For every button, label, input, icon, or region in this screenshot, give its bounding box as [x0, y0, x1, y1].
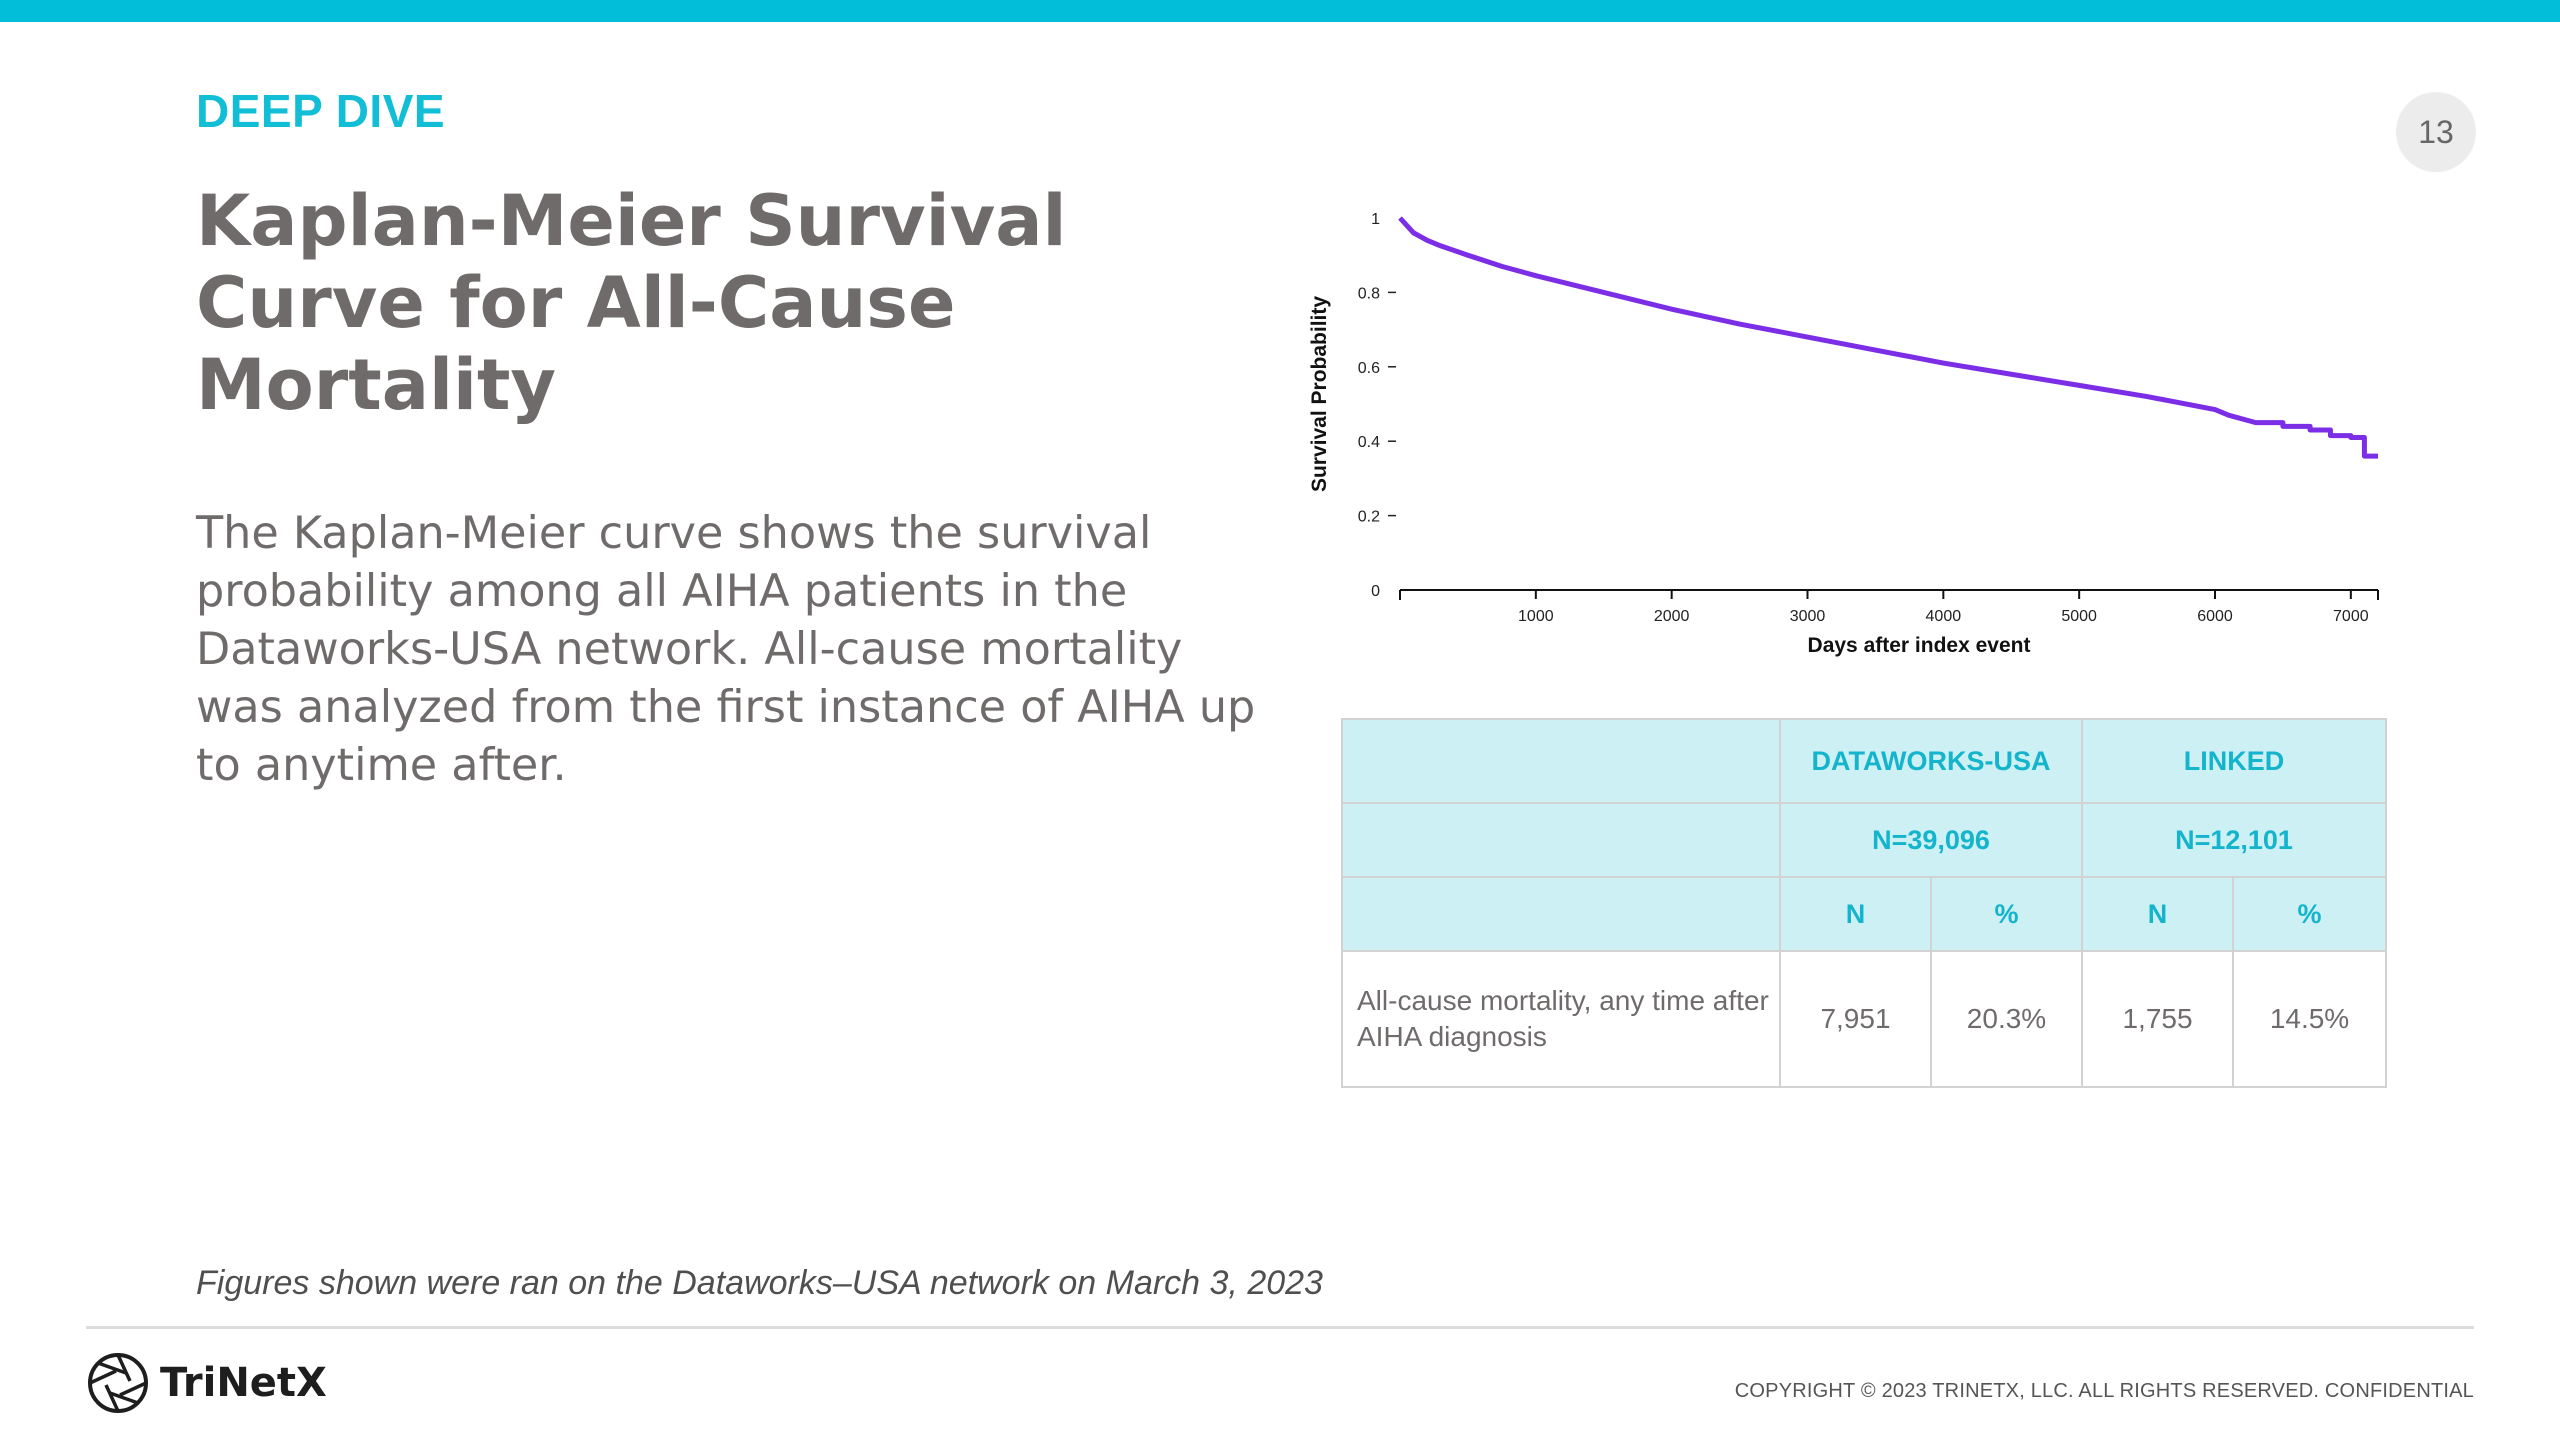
chart-axes [1399, 589, 2379, 600]
x-axis-label: Days after index event [1808, 634, 2031, 657]
survival-curve-line [1398, 216, 2378, 459]
table-subheader: % [1929, 876, 2084, 952]
table-row: All-cause mortality, any time after AIHA… [1341, 950, 2388, 1088]
table-cell: 7,951 [1779, 950, 1932, 1088]
slide-title: Kaplan-Meier Survival Curve for All-Caus… [196, 180, 1067, 426]
table-header-row-groups: DATAWORKS-USA LINKED [1341, 718, 2388, 804]
x-tick-label: 6000 [2197, 608, 2233, 625]
mortality-stats-table: DATAWORKS-USA LINKED N=39,096 N=12,101 N… [1341, 718, 2388, 1088]
copyright-notice: COPYRIGHT © 2023 TRINETX, LLC. ALL RIGHT… [1734, 1380, 2474, 1402]
section-kicker: DEEP DIVE [196, 85, 446, 137]
table-header-count: N=12,101 [2081, 802, 2388, 878]
x-tick-label: 7000 [2333, 608, 2369, 625]
table-header-group: LINKED [2081, 718, 2388, 804]
table-subheader: N [2081, 876, 2235, 952]
x-tick-label: 3000 [1790, 608, 1826, 625]
footer-divider [86, 1326, 2474, 1329]
y-tick-label: 0 [1371, 583, 1380, 600]
table-header-group: DATAWORKS-USA [1778, 718, 2084, 804]
table-header-row-columns: N % N % [1341, 876, 2388, 952]
trinetx-aperture-icon [88, 1353, 148, 1413]
y-axis-label: Survival Probability [1308, 296, 1331, 492]
top-accent-bar [0, 0, 2560, 22]
table-cell: 20.3% [1929, 950, 2084, 1088]
trinetx-logo: TriNetX [86, 1350, 327, 1416]
table-header-empty [1341, 802, 1781, 878]
table-header-row-counts: N=39,096 N=12,101 [1341, 802, 2388, 878]
chart-ticks: 1000 2000 3000 4000 5000 6000 7000 0 0.2 0.4 0.6 0.… [1358, 211, 2369, 625]
x-tick-label: 5000 [2061, 608, 2097, 625]
footnote: Figures shown were ran on the Dataworks–… [196, 1264, 1323, 1302]
kaplan-meier-chart: 1000 2000 3000 4000 5000 6000 7000 0 0.2 0.4 0.6 0.… [1308, 211, 2379, 657]
y-tick-label: 0.2 [1358, 509, 1380, 526]
table-subheader: N [1779, 876, 1932, 952]
y-tick-label: 0.4 [1358, 434, 1380, 451]
x-tick-label: 2000 [1654, 608, 1690, 625]
x-tick-label: 1000 [1518, 608, 1554, 625]
table-header-empty [1341, 718, 1781, 804]
logo-wordmark: TriNetX [160, 1360, 327, 1406]
y-tick-label: 0.8 [1358, 285, 1380, 302]
table-subheader: % [2232, 876, 2388, 952]
slide-body-text: The Kaplan-Meier curve shows the surviva… [196, 508, 1256, 791]
y-tick-label: 0.6 [1358, 360, 1380, 377]
page-number-badge: 13 [2396, 92, 2476, 172]
table-header-count: N=39,096 [1778, 802, 2084, 878]
table-cell: 1,755 [2081, 950, 2235, 1088]
y-tick-label: 1 [1371, 211, 1380, 228]
table-header-empty [1341, 876, 1781, 952]
table-cell: 14.5% [2232, 950, 2388, 1088]
table-row-label: All-cause mortality, any time after AIHA… [1341, 950, 1781, 1088]
x-tick-label: 4000 [1926, 608, 1962, 625]
